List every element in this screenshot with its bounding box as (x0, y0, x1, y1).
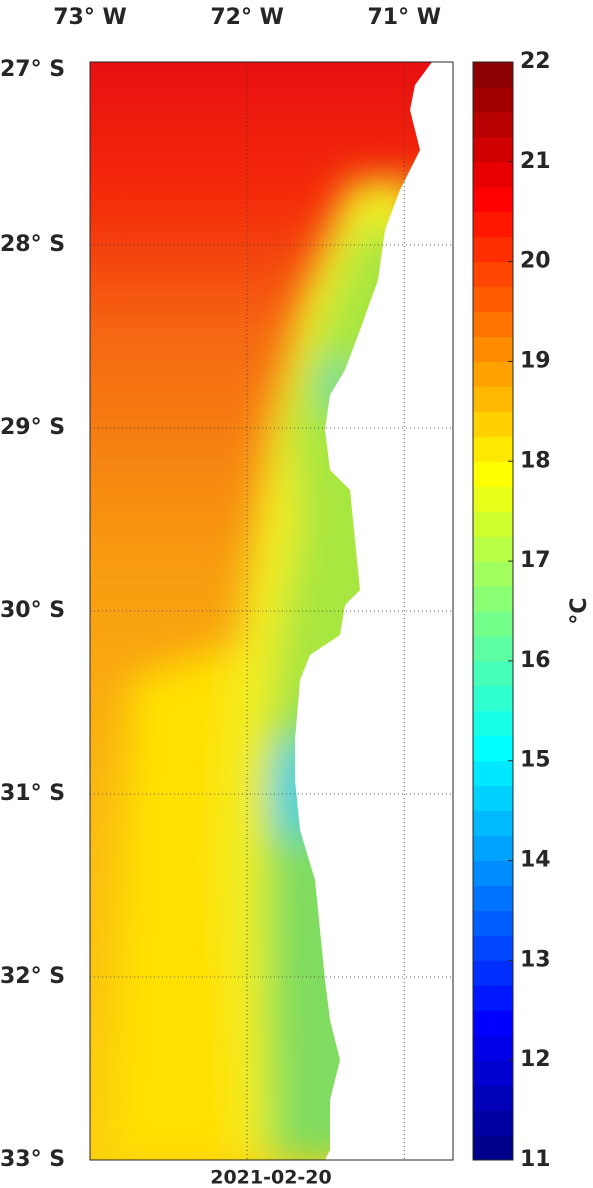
colorbar-segment (473, 411, 513, 437)
colorbar-segment (473, 311, 513, 337)
colorbar-segment (473, 1135, 513, 1161)
colorbar-tick-label: 14 (520, 848, 551, 873)
colorbar-segment (473, 660, 513, 687)
colorbar-segment (473, 785, 513, 812)
colorbar-segment (473, 111, 513, 138)
lon-tick-label: 73° W (53, 5, 127, 30)
colorbar-segment (473, 810, 513, 837)
lon-tick-label: 71° W (368, 5, 442, 30)
lat-tick-label: 30° S (0, 598, 65, 623)
colorbar-tick-label: 12 (520, 1047, 551, 1072)
lat-tick-label: 27° S (0, 57, 65, 82)
colorbar-segment (473, 960, 513, 986)
colorbar-segment (473, 735, 513, 762)
colorbar-segment (473, 1085, 513, 1111)
colorbar-segment (473, 635, 513, 662)
colorbar-segment (473, 985, 513, 1011)
colorbar-segment (473, 486, 513, 512)
colorbar-segment (473, 136, 513, 163)
colorbar-tick-label: 13 (520, 947, 551, 972)
colorbar-segment (473, 885, 513, 911)
colorbar-segment (473, 586, 513, 612)
colorbar-segment (473, 286, 513, 313)
colorbar-segment (473, 935, 513, 961)
colorbar-segment (473, 436, 513, 462)
colorbar-segment (473, 1035, 513, 1061)
colorbar-segment (473, 835, 513, 862)
colorbar-segment (473, 236, 513, 263)
colorbar-segment (473, 336, 513, 362)
colorbar-segment (473, 62, 513, 88)
colorbar-segment (473, 1060, 513, 1086)
colorbar-segment (473, 511, 513, 537)
colorbar-segment (473, 910, 513, 936)
colorbar-segment (473, 186, 513, 213)
lon-tick-label: 72° W (210, 5, 284, 30)
colorbar-segment (473, 261, 513, 288)
colorbar-segment (473, 1010, 513, 1036)
colorbar-segment (473, 386, 513, 412)
colorbar-tick-label: 18 (520, 448, 551, 473)
colorbar-segment (473, 860, 513, 886)
colorbar-segment (473, 161, 513, 188)
lat-tick-label: 33° S (0, 1147, 65, 1172)
colorbar-segment (473, 1110, 513, 1136)
colorbar-tick-label: 22 (520, 49, 551, 74)
colorbar-segment (473, 86, 513, 113)
colorbar-tick-label: 17 (520, 548, 551, 573)
colorbar-segment (473, 760, 513, 787)
colorbar-segment (473, 361, 513, 387)
colorbar-segment (473, 710, 513, 737)
colorbar-tick-label: 21 (520, 149, 551, 174)
lat-tick-label: 29° S (0, 415, 65, 440)
lat-tick-label: 28° S (0, 232, 65, 257)
colorbar-label: °C (567, 597, 592, 624)
colorbar-frame (472, 61, 514, 1161)
colorbar-tick-label: 11 (520, 1147, 551, 1172)
colorbar-tick-label: 19 (520, 348, 551, 373)
lat-tick-label: 31° S (0, 781, 65, 806)
colorbar-segment (473, 536, 513, 562)
colorbar-tick-label: 20 (520, 249, 551, 274)
colorbar-segment (473, 685, 513, 712)
colorbar-tick-label: 16 (520, 648, 551, 673)
colorbar-segment (473, 461, 513, 487)
colorbar-segment (473, 611, 513, 637)
colorbar-segment (473, 561, 513, 587)
date-label: 2021-02-20 (210, 1167, 332, 1188)
colorbar-segment (473, 211, 513, 238)
colorbar-tick-label: 15 (520, 748, 551, 773)
lat-tick-label: 32° S (0, 964, 65, 989)
